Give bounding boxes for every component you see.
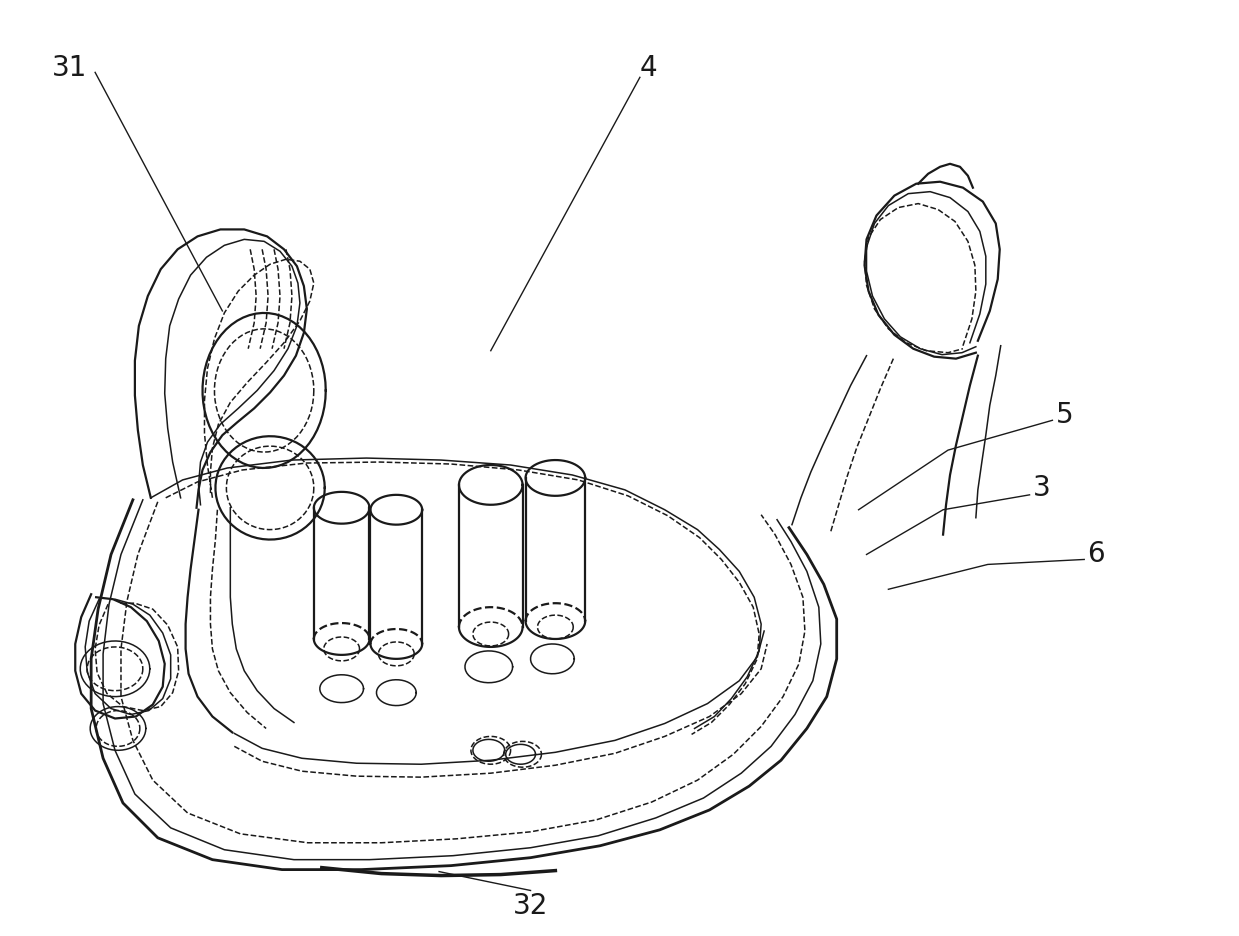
Text: 3: 3: [1032, 474, 1051, 502]
Text: 5: 5: [1056, 402, 1073, 430]
Text: 4: 4: [639, 54, 658, 82]
Text: 31: 31: [51, 54, 87, 82]
Text: 32: 32: [513, 892, 548, 920]
Text: 6: 6: [1087, 540, 1105, 568]
